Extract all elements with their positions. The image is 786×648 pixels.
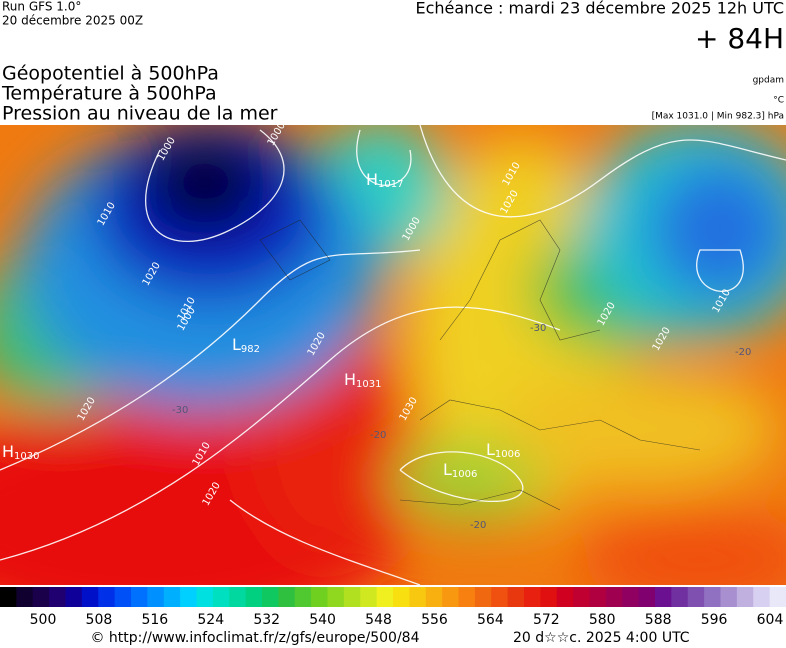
colorbar-cell <box>311 587 328 607</box>
colorbar-cell <box>360 587 378 607</box>
legend-line: Pression au niveau de la mer <box>2 103 278 125</box>
colorbar-cell <box>540 587 558 607</box>
colorbar-cell <box>753 587 771 607</box>
colorbar-cell <box>180 587 197 607</box>
colorbar-cell <box>327 587 345 607</box>
temp-label: -20 <box>735 347 751 358</box>
unit: [Max 1031.0 | Min 982.3] hPa <box>652 112 784 122</box>
lead-time: + 84H <box>695 22 784 55</box>
colorbar-cell <box>720 587 738 607</box>
colorbar-cell <box>556 587 574 607</box>
colorbar-cell <box>262 587 279 607</box>
colorbar-cell <box>229 587 247 607</box>
colorbar-tick-label: 588 <box>645 612 672 628</box>
colorbar-cell <box>81 587 99 607</box>
colorbar-tick-label: 548 <box>365 612 392 628</box>
pressure-center: H1017 <box>366 170 403 191</box>
legend-line: Géopotentiel à 500hPa <box>2 63 219 85</box>
colorbar-cell <box>245 587 263 607</box>
pressure-center: L1006 <box>443 460 477 481</box>
colorbar-tick-label: 596 <box>701 612 728 628</box>
echeance: Echéance : mardi 23 décembre 2025 12h UT… <box>415 0 784 18</box>
footer-date: 20 d☆☆c. 2025 4:00 UTC <box>513 630 690 646</box>
colorbar-cell <box>605 587 623 607</box>
colorbar-tick-label: 524 <box>197 612 224 628</box>
colorbar-cell <box>212 587 230 607</box>
legend-line: Température à 500hPa <box>1 83 217 105</box>
colorbar-cell <box>147 587 165 607</box>
run-date: 20 décembre 2025 00Z <box>2 14 143 28</box>
pressure-center: L1006 <box>486 440 520 461</box>
colorbar-cell <box>163 587 181 607</box>
colorbar: 500 508 516 524 532 540 548 556 564 572 580 588 596 6… <box>0 587 786 628</box>
temp-label: -30 <box>172 405 188 416</box>
colorbar-cell <box>524 587 541 607</box>
footer-url: © http://www.infoclimat.fr/z/gfs/europe/… <box>90 630 419 646</box>
unit: gpdam <box>753 76 784 86</box>
colorbar-tick-label: 532 <box>253 612 280 628</box>
colorbar-tick-label: 540 <box>309 612 336 628</box>
colorbar-cell <box>442 587 459 607</box>
colorbar-tick-label: 564 <box>477 612 504 628</box>
colorbar-cell <box>131 587 148 607</box>
colorbar-cell <box>196 587 214 607</box>
temp-label: -20 <box>470 520 486 531</box>
colorbar-cell <box>16 587 34 607</box>
colorbar-cell <box>704 587 721 607</box>
temp-label: -20 <box>370 430 386 441</box>
colorbar-cell <box>638 587 656 607</box>
colorbar-cell <box>343 587 361 607</box>
colorbar-cell <box>393 587 410 607</box>
unit: °C <box>773 96 784 106</box>
pressure-center: H1031 <box>344 370 381 391</box>
pressure-center: H1030 <box>2 442 39 463</box>
colorbar-cell <box>622 587 640 607</box>
colorbar-cell <box>573 587 590 607</box>
colorbar-tick-label: 500 <box>30 612 57 628</box>
colorbar-cell <box>458 587 476 607</box>
colorbar-cell <box>294 587 312 607</box>
colorbar-cell <box>474 587 492 607</box>
colorbar-cell <box>49 587 66 607</box>
colorbar-cell <box>687 587 705 607</box>
colorbar-cell <box>114 587 132 607</box>
pressure-centers: H1017 L982 H1031 H1030 L1006 L1006 <box>2 170 520 481</box>
colorbar-cell <box>736 587 754 607</box>
colorbar-cell <box>32 587 50 607</box>
colorbar-cell <box>409 587 427 607</box>
colorbar-cell <box>491 587 509 607</box>
colorbar-cell <box>769 587 786 607</box>
map: H1017 L982 H1031 H1030 L1006 L1006 10001… <box>0 125 786 585</box>
colorbar-cell <box>278 587 296 607</box>
colorbar-cell <box>376 587 394 607</box>
colorbar-cell <box>65 587 83 607</box>
colorbar-tick-label: 572 <box>533 612 560 628</box>
colorbar-cell <box>507 587 525 607</box>
colorbar-cell <box>589 587 607 607</box>
colorbar-cell <box>425 587 443 607</box>
colorbar-cell <box>671 587 689 607</box>
colorbar-cell <box>655 587 672 607</box>
colorbar-tick-label: 508 <box>86 612 113 628</box>
temp-label: -30 <box>530 323 546 334</box>
colorbar-cell <box>98 587 116 607</box>
colorbar-tick-label: 556 <box>421 612 448 628</box>
run: Run GFS 1.0° <box>2 0 81 14</box>
colorbar-tick-label: 516 <box>141 612 168 628</box>
colorbar-tick-label: 580 <box>589 612 616 628</box>
pressure-center: L982 <box>232 335 260 356</box>
colorbar-tick-label: 604 <box>757 612 784 628</box>
colorbar-cell <box>0 587 17 607</box>
